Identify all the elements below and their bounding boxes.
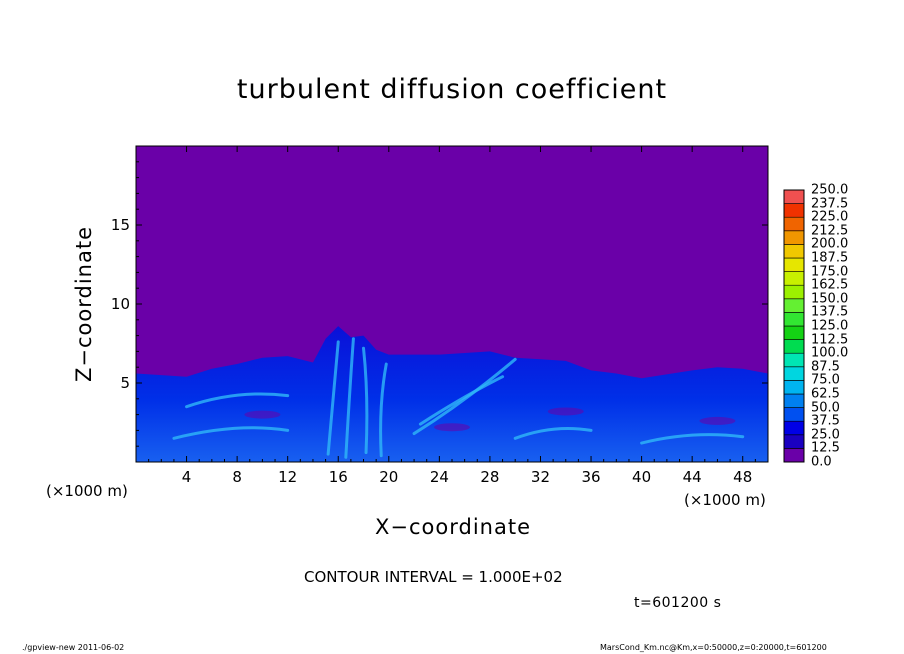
- plume-streak: [362, 346, 369, 455]
- plume-streak: [640, 433, 745, 445]
- colorbar: [783, 189, 805, 463]
- colorbar-segment: [783, 257, 805, 272]
- colorbar-label: 200.0: [811, 236, 849, 252]
- chart-title: turbulent diffusion coefficient: [236, 74, 668, 105]
- colorbar-label: 62.5: [811, 386, 840, 402]
- colorbar-segment: [783, 380, 805, 395]
- colorbar-label: 250.0: [811, 182, 849, 198]
- x-tick-label: 36: [581, 468, 601, 486]
- colorbar-segment: [783, 271, 805, 286]
- x-axis-label: X−coordinate: [375, 515, 531, 539]
- colorbar-segment: [783, 203, 805, 218]
- x-tick-label: 24: [429, 468, 449, 486]
- colorbar-label: 162.5: [811, 277, 849, 293]
- colorbar-label: 0.0: [811, 454, 832, 470]
- colorbar-segment: [783, 230, 805, 245]
- colorbar-label: 112.5: [811, 332, 849, 348]
- colorbar-label: 125.0: [811, 318, 849, 334]
- colorbar-segment: [783, 407, 805, 422]
- turbulent-layer: [136, 326, 768, 462]
- y-axis-label: Z−coordinate: [72, 226, 96, 382]
- colorbar-label: 175.0: [811, 264, 849, 280]
- colorbar-segment: [783, 284, 805, 300]
- x-tick-label: 12: [278, 468, 298, 486]
- colorbar-label: 212.5: [811, 223, 849, 239]
- colorbar-label: 225.0: [811, 209, 849, 225]
- eddy-patch: [244, 410, 281, 419]
- colorbar-segment: [783, 434, 805, 449]
- colorbar-segment: [783, 189, 805, 204]
- colorbar-label: 100.0: [811, 345, 849, 361]
- x-tick-label: 44: [682, 468, 702, 486]
- x-tick-label: 28: [480, 468, 500, 486]
- colorbar-label: 75.0: [811, 372, 840, 388]
- colorbar-frame: [783, 189, 805, 463]
- colorbar-segment: [783, 448, 805, 463]
- y-tick-label: 10: [110, 295, 130, 313]
- x-tick-label: 48: [733, 468, 753, 486]
- plume-streak: [513, 426, 593, 440]
- colorbar-segment: [783, 325, 805, 340]
- x-tick-label: 4: [181, 468, 192, 486]
- plume-streak: [412, 357, 517, 436]
- time-label: t=601200 s: [634, 595, 722, 611]
- colorbar-segment: [783, 339, 805, 354]
- colorbar-label: 187.5: [811, 250, 849, 266]
- x-tick-label: 16: [328, 468, 348, 486]
- x-unit-left: (×1000 m): [46, 482, 128, 500]
- footer-left: ./gpview-new 2011-06-02: [22, 643, 125, 652]
- plume-streak: [172, 426, 290, 440]
- x-tick-label: 20: [379, 468, 399, 486]
- colorbar-label: 237.5: [811, 196, 849, 212]
- y-axis-ticks: [136, 161, 768, 447]
- x-tick-label: 8: [232, 468, 242, 486]
- footer-right: MarsCond_Km.nc@Km,x=0:50000,z=0:20000,t=…: [600, 643, 827, 652]
- colorbar-segment: [783, 420, 805, 436]
- eddy-patch: [547, 407, 584, 416]
- colorbar-segment: [783, 298, 805, 313]
- y-tick-label: 15: [110, 216, 130, 234]
- x-tick-label: 40: [632, 468, 652, 486]
- x-tick-label: 32: [530, 468, 551, 486]
- eddy-patch: [699, 416, 736, 425]
- colorbar-label: 12.5: [811, 440, 840, 456]
- x-unit-right: (×1000 m): [684, 491, 766, 509]
- colorbar-segment: [783, 393, 805, 408]
- plume-streak: [418, 375, 505, 426]
- plume-streak: [344, 337, 355, 459]
- colorbar-label: 25.0: [811, 427, 840, 443]
- colorbar-segment: [783, 244, 805, 259]
- plume-streak: [379, 362, 388, 458]
- y-tick-label: 5: [120, 374, 130, 392]
- colorbar-label: 137.5: [811, 304, 849, 320]
- colorbar-label: 87.5: [811, 359, 840, 375]
- plume-streaks: [172, 337, 745, 459]
- colorbar-segment: [783, 366, 805, 381]
- colorbar-segment: [783, 312, 805, 327]
- colorbar-label: 50.0: [811, 400, 840, 416]
- plume-streak: [326, 340, 340, 456]
- colorbar-label: 150.0: [811, 291, 849, 307]
- eddy-patch: [434, 423, 470, 432]
- plume-streak: [185, 392, 290, 409]
- colorbar-segment: [783, 216, 805, 232]
- colorbar-label: 37.5: [811, 413, 840, 429]
- x-axis-ticks: [148, 146, 756, 462]
- colorbar-segment: [783, 352, 805, 368]
- contour-interval-label: CONTOUR INTERVAL = 1.000E+02: [304, 568, 563, 586]
